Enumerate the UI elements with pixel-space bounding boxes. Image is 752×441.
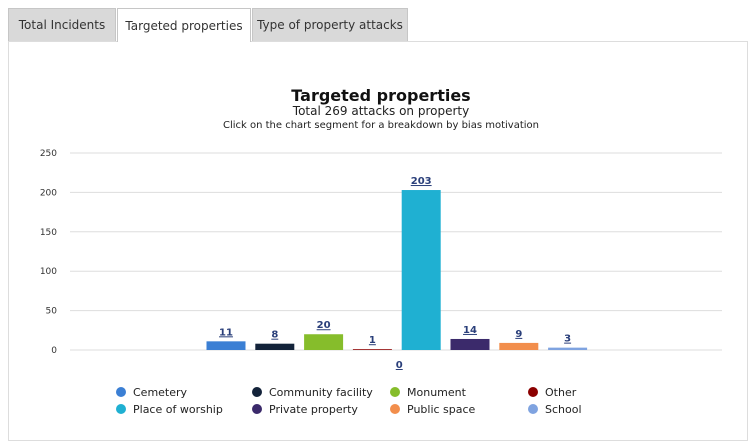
bar[interactable]: [450, 338, 490, 350]
y-tick-label: 0: [51, 346, 57, 356]
legend-marker: [390, 387, 400, 397]
legend-marker: [252, 404, 262, 414]
y-tick-label: 50: [46, 307, 58, 317]
chart-title: Targeted properties: [291, 86, 470, 105]
bar[interactable]: [548, 347, 588, 350]
bar[interactable]: [206, 341, 246, 350]
data-labels: 11 8 20 1 203 14 9 3 0: [219, 176, 571, 371]
tab-total-incidents[interactable]: Total Incidents: [8, 8, 116, 41]
legend-label: Community facility: [269, 386, 373, 399]
legend-item[interactable]: Private property: [252, 403, 358, 416]
legend-label: Private property: [269, 403, 358, 416]
legend-item[interactable]: Place of worship: [116, 403, 223, 416]
data-label[interactable]: 9: [515, 329, 522, 340]
data-label[interactable]: 3: [564, 334, 571, 345]
legend-marker: [252, 387, 262, 397]
legend-marker: [116, 387, 126, 397]
bar[interactable]: [304, 334, 344, 350]
legend-label: Monument: [407, 386, 467, 399]
legend-marker: [528, 387, 538, 397]
legend-item[interactable]: Other: [528, 386, 577, 399]
tab-type-of-property-attacks[interactable]: Type of property attacks: [252, 8, 408, 41]
y-axis-ticks: 0 50 100 150 200 250: [40, 149, 57, 356]
data-label[interactable]: 1: [369, 335, 376, 346]
data-label[interactable]: 11: [219, 327, 233, 338]
legend-marker: [390, 404, 400, 414]
bar[interactable]: [499, 342, 539, 350]
legend-label: Place of worship: [133, 403, 223, 416]
y-tick-label: 150: [40, 228, 57, 238]
data-label[interactable]: 203: [411, 176, 432, 187]
data-label[interactable]: 20: [317, 320, 331, 331]
tab-targeted-properties[interactable]: Targeted properties: [117, 8, 251, 42]
chart-panel: [8, 41, 748, 441]
chart-hint: Click on the chart segment for a breakdo…: [223, 120, 539, 131]
legend-label: Public space: [407, 403, 476, 416]
bar[interactable]: [401, 190, 441, 350]
legend-marker: [116, 404, 126, 414]
legend-item[interactable]: Monument: [390, 386, 467, 399]
bars: [206, 190, 588, 350]
legend-item[interactable]: Public space: [390, 403, 476, 416]
data-label[interactable]: 8: [271, 330, 278, 341]
y-tick-label: 200: [40, 188, 57, 198]
chart-subtitle: Total 269 attacks on property: [292, 104, 469, 118]
y-tick-label: 100: [40, 267, 57, 277]
data-label[interactable]: 14: [463, 325, 477, 336]
data-label[interactable]: 0: [396, 360, 403, 371]
legend-label: Cemetery: [133, 386, 188, 399]
grid-lines: [70, 152, 722, 351]
legend-marker: [528, 404, 538, 414]
legend-label: Other: [545, 386, 577, 399]
y-tick-label: 250: [40, 149, 57, 159]
legend-item[interactable]: Cemetery: [116, 386, 188, 399]
legend-item[interactable]: School: [528, 403, 582, 416]
legend: Cemetery Community facility Monument Other P…: [116, 386, 582, 416]
legend-item[interactable]: Community facility: [252, 386, 373, 399]
bar[interactable]: [352, 349, 392, 350]
legend-label: School: [545, 403, 582, 416]
bar[interactable]: [255, 343, 295, 350]
